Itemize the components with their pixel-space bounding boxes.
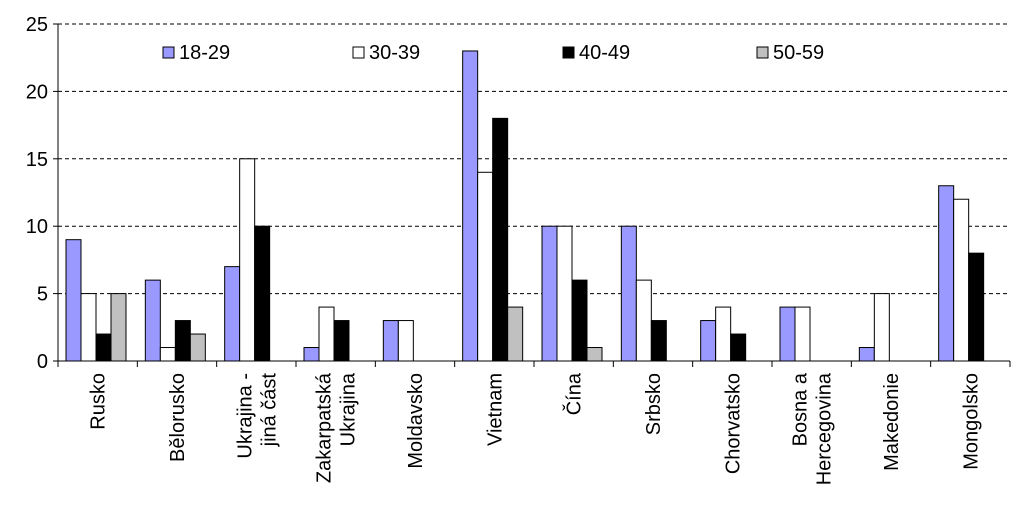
bar-18-29-10 <box>858 347 875 362</box>
x-category-label-6-0: Čína <box>563 372 586 415</box>
bar-40-49-1 <box>174 320 191 362</box>
legend-label-50-59: 50-59 <box>773 42 824 64</box>
bar-40-49-3 <box>333 320 350 362</box>
bar-30-39-6 <box>556 225 573 362</box>
bar-30-39-5 <box>477 171 494 362</box>
x-category-label-5-0: Vietnam <box>484 373 506 446</box>
x-category-label-2-0: Ukrajina - <box>234 373 256 459</box>
bar-30-39-10 <box>873 293 890 362</box>
bar-18-29-9 <box>779 306 796 362</box>
bar-30-39-1 <box>159 347 176 362</box>
bar-30-39-4 <box>397 320 414 362</box>
bar-40-49-0 <box>95 333 112 362</box>
legend: 18-29 30-39 40-49 50-59 <box>162 42 824 64</box>
y-tick-label-10: 10 <box>26 216 48 238</box>
bar-40-49-11 <box>968 252 985 362</box>
y-tick-label-15: 15 <box>26 149 48 171</box>
bar-40-49-5 <box>492 117 509 362</box>
bar-50-59-0 <box>110 293 127 362</box>
x-category-label-7-0: Srbsko <box>643 373 665 435</box>
x-category-label-9-0: Bosna a <box>790 372 812 446</box>
bar-50-59-5 <box>507 306 524 362</box>
bar-30-39-7 <box>635 279 652 362</box>
y-axis-ticks: 0 5 10 15 20 25 <box>26 14 58 373</box>
x-axis-labels: Rusko Bělorusko Ukrajina - jiná část Zakarpa… <box>88 372 983 485</box>
bar-40-49-2 <box>254 225 271 362</box>
legend-label-30-39: 30-39 <box>369 42 420 64</box>
bar-18-29-7 <box>620 225 637 362</box>
bar-30-39-3 <box>318 306 335 362</box>
bar-18-29-8 <box>700 320 717 362</box>
y-tick-label-0: 0 <box>37 351 48 373</box>
legend-swatch-30-39 <box>352 46 365 59</box>
bar-18-29-3 <box>303 347 320 362</box>
x-category-label-4-0: Moldavsko <box>405 373 427 469</box>
bar-40-49-6 <box>571 279 588 362</box>
gridlines <box>58 23 1010 295</box>
x-category-label-0-0: Rusko <box>88 373 110 430</box>
y-tick-label-25: 25 <box>26 14 48 36</box>
legend-swatch-40-49 <box>562 46 575 59</box>
bar-40-49-7 <box>650 320 667 362</box>
x-category-label-8-0: Chorvatsko <box>722 373 744 474</box>
bar-18-29-11 <box>938 185 955 362</box>
x-category-label-10-0: Makedonie <box>881 373 903 471</box>
x-category-label-3-1: Ukrajina <box>338 372 360 446</box>
bar-18-29-4 <box>382 320 399 362</box>
legend-label-40-49: 40-49 <box>579 42 630 64</box>
bar-30-39-2 <box>239 158 256 362</box>
bar-18-29-2 <box>224 266 241 362</box>
bar-18-29-6 <box>541 225 558 362</box>
bars <box>65 50 985 362</box>
legend-swatch-50-59 <box>756 46 769 59</box>
axes <box>57 24 1011 367</box>
bar-30-39-11 <box>953 198 970 362</box>
y-tick-label-20: 20 <box>26 81 48 103</box>
x-category-label-3-0: Zakarpatská <box>314 372 336 483</box>
x-category-label-9-1: Hercegovina <box>814 372 836 485</box>
legend-label-18-29: 18-29 <box>179 42 230 64</box>
bar-50-59-1 <box>189 333 206 362</box>
x-category-label-1-0: Bělorusko <box>167 373 189 462</box>
bar-40-49-8 <box>730 333 747 362</box>
bar-30-39-8 <box>715 306 732 362</box>
x-category-label-11-0: Mongolsko <box>960 373 982 470</box>
bar-18-29-1 <box>144 279 161 362</box>
bar-30-39-9 <box>794 306 811 362</box>
bar-30-39-0 <box>80 293 97 362</box>
bar-18-29-5 <box>462 50 479 362</box>
bar-50-59-6 <box>586 347 603 362</box>
bar-18-29-0 <box>65 239 82 362</box>
x-category-label-2-1: jiná část <box>258 373 280 448</box>
legend-swatch-18-29 <box>162 46 175 59</box>
y-tick-label-5: 5 <box>37 284 48 306</box>
